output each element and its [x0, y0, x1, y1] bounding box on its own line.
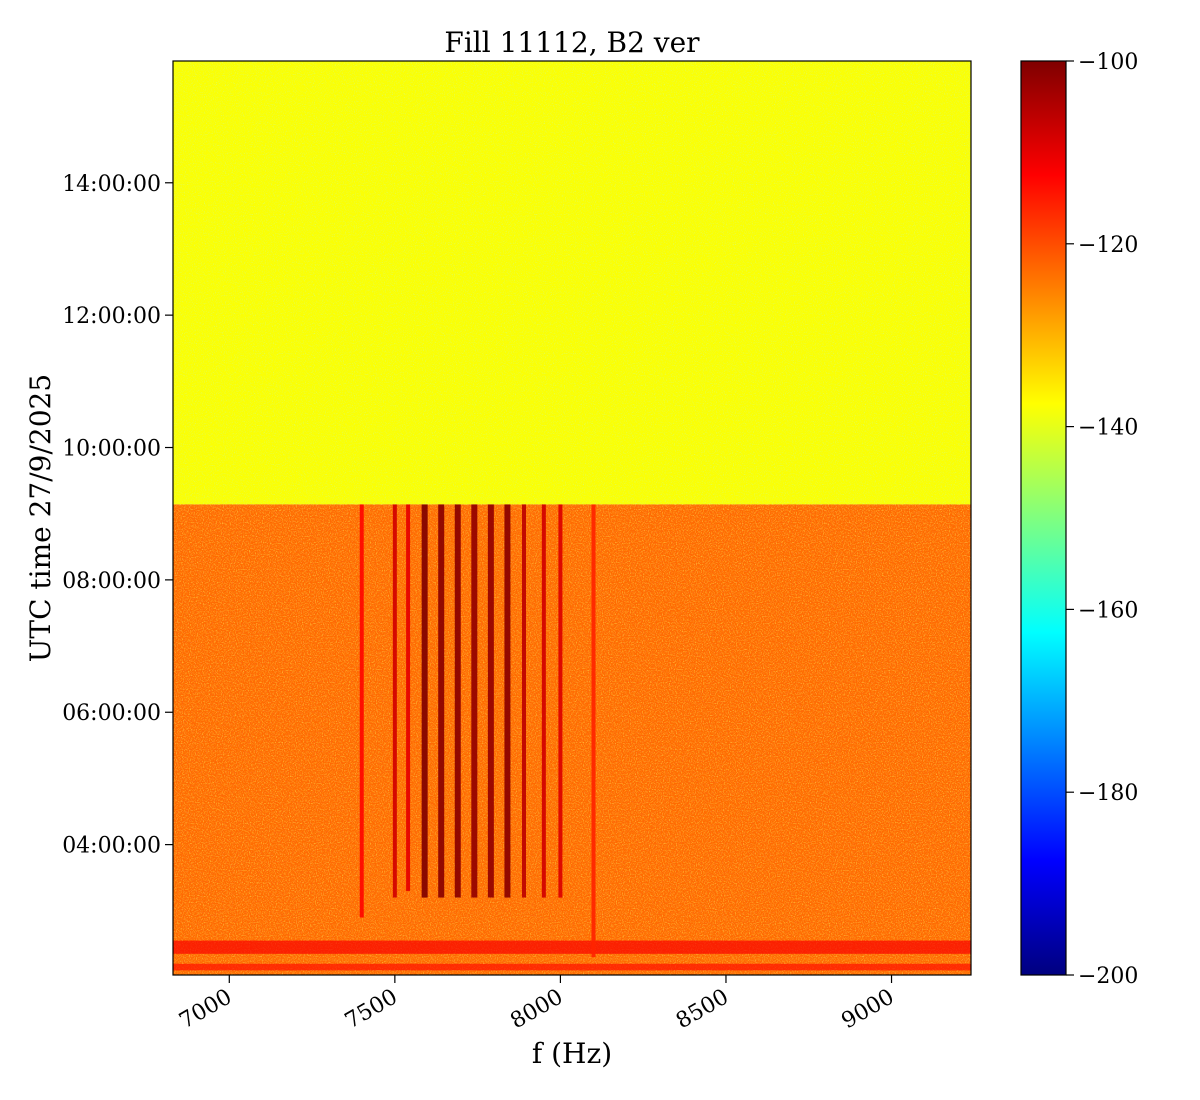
colorbar-tick-label-3: −160	[1078, 598, 1138, 623]
spectral-line-11	[558, 504, 563, 898]
colorbar-tick-label-4: −180	[1078, 781, 1138, 806]
spectral-line-3	[421, 504, 428, 898]
x-tick-label-1: 7500	[341, 985, 402, 1035]
spectral-line-4	[438, 504, 445, 898]
x-tick-label-3: 8500	[672, 985, 733, 1035]
chart-title: Fill 11112, B2 ver	[444, 26, 700, 59]
spectral-line-7	[487, 504, 494, 898]
colorbar-gradient	[1020, 60, 1067, 976]
spectral-line-12	[591, 504, 596, 958]
colorbar-tick-label-5: −200	[1078, 964, 1138, 989]
colorbar-tick-label-2: −140	[1078, 416, 1138, 441]
x-axis: 7000 7500 8000 8500 9000	[175, 975, 899, 1035]
band-0	[173, 940, 971, 954]
spectral-line-8	[504, 504, 511, 898]
spectral-line-6	[471, 504, 478, 898]
spectral-line-9	[521, 504, 526, 898]
y-axis-label: UTC time 27/9/2025	[24, 374, 57, 662]
colorbar-tick-label-1: −120	[1078, 233, 1138, 258]
plot-frame	[172, 60, 972, 976]
spectral-line-2	[406, 504, 411, 891]
x-tick-label-2: 8000	[506, 985, 567, 1035]
noise-texture-top	[173, 61, 971, 505]
spectral-line-5	[454, 504, 461, 898]
y-tick-label-3: 10:00:00	[62, 437, 161, 462]
plot-area	[173, 61, 971, 975]
y-tick-label-0: 04:00:00	[62, 834, 161, 859]
spectral-line-10	[541, 504, 546, 898]
y-tick-label-4: 12:00:00	[62, 304, 161, 329]
spectral-line-1	[392, 504, 397, 898]
colorbar-tick-label-0: −100	[1078, 50, 1138, 75]
y-tick-label-1: 06:00:00	[62, 701, 161, 726]
colorbar: −100 −120 −140 −160 −180 −200	[1020, 50, 1138, 989]
x-tick-label-0: 7000	[175, 985, 236, 1035]
band-1	[173, 963, 971, 971]
x-tick-label-4: 9000	[838, 985, 899, 1035]
y-axis: 04:00:00 06:00:00 08:00:00 10:00:00 12:00:00…	[62, 172, 173, 859]
x-axis-label: f (Hz)	[532, 1037, 612, 1070]
noise-texture-bottom-red	[173, 504, 971, 975]
y-tick-label-2: 08:00:00	[62, 569, 161, 594]
y-tick-label-5: 14:00:00	[62, 172, 161, 197]
spectral-line-0	[359, 504, 364, 918]
